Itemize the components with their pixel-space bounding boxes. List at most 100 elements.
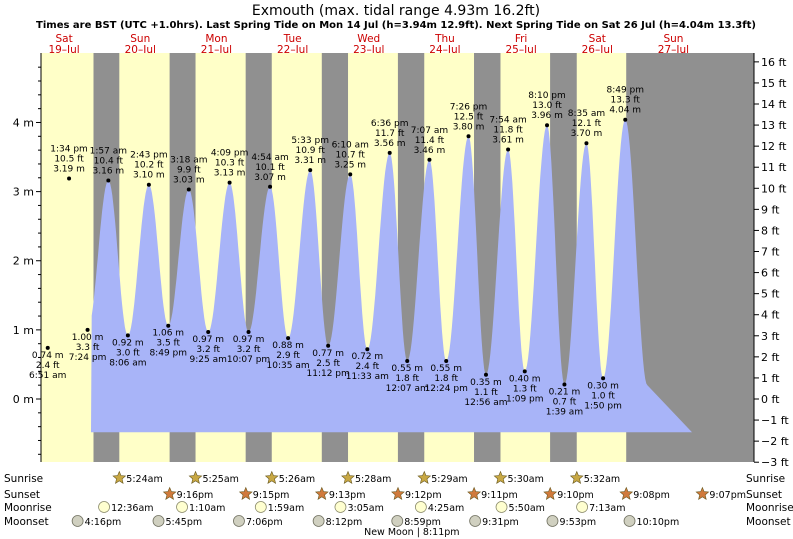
sunrise-icon [264, 470, 279, 484]
low-tide-marker-6 [166, 323, 171, 328]
moonrise-time: 3:05am [347, 503, 383, 514]
right-tick-label: 14 ft [761, 98, 787, 111]
low-tide-marker-16 [365, 347, 370, 352]
low-tide-marker-2 [85, 327, 90, 332]
right-tick-label: 16 ft [761, 56, 787, 69]
moonset-icon [469, 515, 482, 527]
low-tide-label: 2.4 ft [36, 361, 60, 371]
moonset-icon [391, 515, 404, 527]
low-tide-label: 6:51 am [29, 371, 66, 381]
sunrise-time: 5:29am [431, 474, 467, 485]
high-tide-marker-21 [466, 134, 471, 139]
high-tide-marker-23 [506, 147, 511, 152]
high-tide-label: 3.70 m [571, 129, 603, 139]
low-tide-label: 1.0 ft [591, 391, 615, 401]
high-tide-marker-27 [584, 141, 589, 146]
day-label-dow: Fri [515, 33, 528, 45]
low-tide-label: 11:12 pm [307, 369, 350, 379]
high-tide-label: 3.56 m [374, 139, 406, 149]
chart-title: Exmouth (max. tidal range 4.93m 16.2ft) [252, 3, 540, 19]
sunset-icon [391, 486, 405, 500]
sunrise-icon [188, 470, 203, 484]
low-tide-marker-4 [125, 333, 130, 338]
day-label-dow: Thu [434, 33, 455, 45]
low-tide-label: 3.3 ft [76, 343, 100, 353]
high-tide-label: 12.1 ft [572, 119, 602, 129]
low-tide-label: 3.5 ft [156, 339, 180, 349]
low-tide-label: 9:25 am [190, 355, 227, 365]
moonset-time: 9:31pm [482, 517, 519, 528]
right-tick-label: 10 ft [761, 182, 787, 195]
tide-curve [91, 119, 692, 433]
right-tick-label: 15 ft [761, 77, 787, 90]
low-tide-label: 3.2 ft [237, 345, 261, 355]
moonset-time: 4:16pm [85, 517, 122, 528]
low-tide-label: 2.9 ft [276, 351, 300, 361]
day-labels: Sat19–JulSun20–JulMon21–JulTue22–JulWed2… [48, 33, 689, 56]
moonrise-time: 5:50am [509, 503, 545, 514]
moonset-time: 8:59pm [404, 517, 441, 528]
day-label-dow: Wed [357, 33, 380, 45]
high-tide-label: 9.9 ft [177, 166, 201, 176]
axes: 0 m 1 m 2 m 3 m 4 m −3 ft −2 ft −1 ft 0 ft 1 ft 2 … [13, 53, 789, 469]
day-label-dow: Sat [589, 33, 606, 45]
moonrise-icon [176, 501, 188, 513]
moonrise-icon [495, 501, 508, 513]
sunset-icon [467, 486, 482, 500]
right-tick-label: 0 ft [761, 393, 780, 406]
left-tick-label: 4 m [13, 116, 34, 129]
moonset-icon [71, 515, 84, 527]
low-tide-label: 1:39 am [546, 407, 583, 417]
low-tide-marker-8 [206, 329, 211, 334]
sunrise-time: 5:30am [507, 474, 543, 485]
high-tide-marker-25 [545, 123, 550, 128]
low-tide-label: 1.00 m [72, 333, 104, 343]
sunset-icon [238, 486, 253, 500]
sunset-time: 9:13pm [329, 490, 366, 501]
sunrise-icon [112, 470, 127, 484]
high-tide-label: 3:18 am [170, 156, 207, 166]
high-tide-marker-1 [67, 176, 72, 181]
high-tide-label: 10.2 ft [134, 161, 164, 171]
day-label-dow: Sun [663, 33, 683, 45]
low-tide-label: 1.1 ft [474, 388, 498, 398]
sunset-time: 9:16pm [177, 490, 214, 501]
sunrise-icon [493, 470, 508, 484]
moonrise-icon [334, 501, 347, 513]
low-tide-marker-26 [562, 382, 567, 387]
low-tide-label: 0.97 m [233, 335, 265, 345]
high-tide-label: 12.5 ft [454, 112, 484, 122]
moonset-time: 7:06pm [246, 517, 283, 528]
moonrise-icon [414, 501, 427, 513]
moonset-icon [312, 515, 325, 527]
right-tick-label: 9 ft [761, 203, 780, 216]
left-tick-label: 3 m [13, 186, 34, 199]
right-tick-label: 6 ft [761, 267, 780, 280]
high-tide-label: 3.46 m [414, 146, 446, 156]
sunset-time: 9:15pm [253, 490, 290, 501]
low-tide-label: 10:35 am [267, 361, 310, 371]
low-tide-label: 2.5 ft [316, 359, 340, 369]
high-tide-label: 10.9 ft [295, 146, 325, 156]
moonset-icon [546, 515, 559, 527]
right-tick-label: −1 ft [761, 414, 789, 427]
low-tide-label: 8:49 pm [149, 349, 187, 359]
sunrise-icon [341, 470, 355, 484]
high-tide-marker-7 [186, 187, 191, 192]
low-tide-marker-24 [522, 369, 527, 374]
low-tide-label: 0.77 m [312, 349, 344, 359]
high-tide-label: 1:34 pm [50, 144, 88, 154]
low-tide-label: 0.72 m [352, 352, 384, 362]
high-tide-label: 6:36 pm [371, 119, 409, 129]
high-tide-label: 6:10 am [332, 140, 369, 150]
low-tide-label: 12:07 am [386, 384, 429, 394]
low-tide-marker-22 [483, 372, 488, 377]
high-tide-label: 10.3 ft [215, 159, 245, 169]
low-tide-label: 0.92 m [112, 338, 144, 348]
low-tide-label: 2.4 ft [355, 362, 379, 372]
sunset-time: 9:11pm [481, 490, 518, 501]
high-tide-label: 11.7 ft [375, 129, 405, 139]
